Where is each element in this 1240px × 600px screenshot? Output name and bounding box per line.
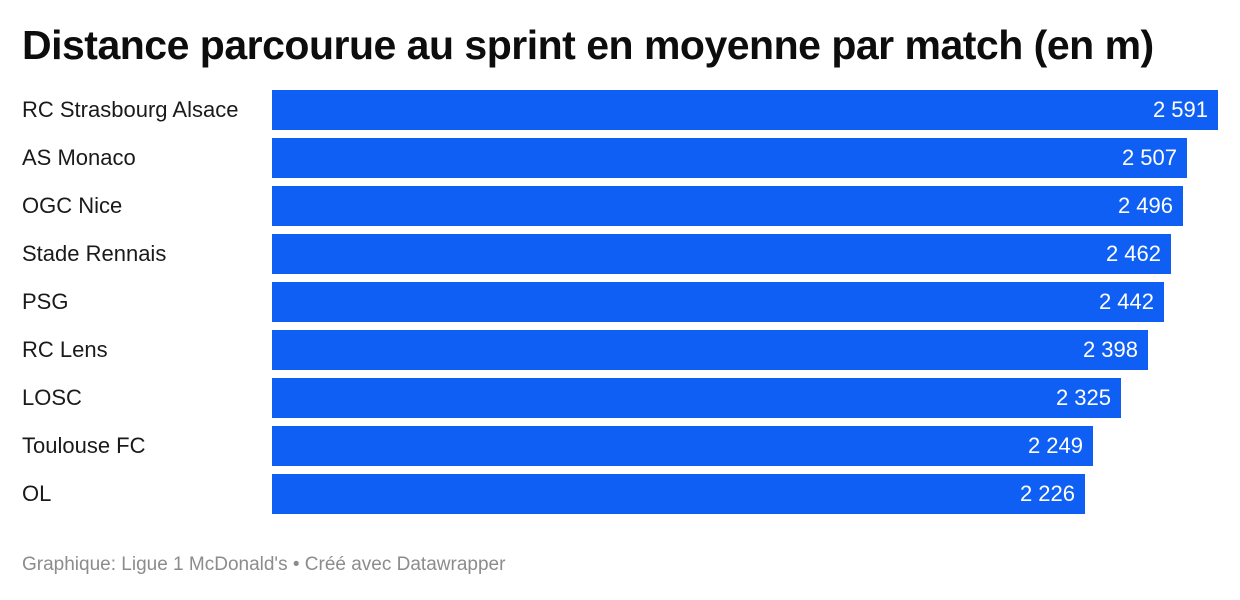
bar-row: OGC Nice 2 496	[0, 186, 1240, 226]
value-label: 2 226	[1019, 481, 1075, 506]
bar	[272, 138, 1187, 178]
bar	[272, 186, 1183, 226]
bar-row: Stade Rennais 2 462	[0, 234, 1240, 274]
value-label: 2 442	[1098, 289, 1154, 314]
bar	[272, 426, 1093, 466]
category-label: LOSC	[22, 385, 82, 410]
value-label: 2 398	[1082, 337, 1138, 362]
category-label: AS Monaco	[22, 145, 136, 170]
category-label: RC Strasbourg Alsace	[22, 97, 239, 122]
bar	[272, 378, 1121, 418]
bar	[272, 330, 1148, 370]
source-note: Graphique: Ligue 1 McDonald's • Créé ave…	[22, 554, 506, 575]
category-label: PSG	[22, 289, 69, 314]
bar-row: AS Monaco 2 507	[0, 138, 1240, 178]
bar-row: RC Strasbourg Alsace 2 591	[0, 90, 1240, 130]
bar	[272, 474, 1085, 514]
chart-title: Distance parcourue au sprint en moyenne …	[22, 22, 1154, 68]
category-label: OL	[22, 481, 52, 506]
value-label: 2 496	[1117, 193, 1173, 218]
bar	[272, 90, 1218, 130]
bar	[272, 234, 1171, 274]
bar-row: OL 2 226	[0, 474, 1240, 514]
value-label: 2 249	[1027, 433, 1083, 458]
category-label: OGC Nice	[22, 193, 123, 218]
category-label: Toulouse FC	[22, 433, 146, 458]
bar-row: RC Lens 2 398	[0, 330, 1240, 370]
bar-row: LOSC 2 325	[0, 378, 1240, 418]
category-label: RC Lens	[22, 337, 108, 362]
bar-row: PSG 2 442	[0, 282, 1240, 322]
value-label: 2 325	[1055, 385, 1111, 410]
bar	[272, 282, 1164, 322]
value-label: 2 462	[1105, 241, 1161, 266]
value-label: 2 591	[1152, 97, 1208, 122]
category-label: Stade Rennais	[22, 241, 167, 266]
bar-row: Toulouse FC 2 249	[0, 426, 1240, 466]
value-label: 2 507	[1121, 145, 1177, 170]
